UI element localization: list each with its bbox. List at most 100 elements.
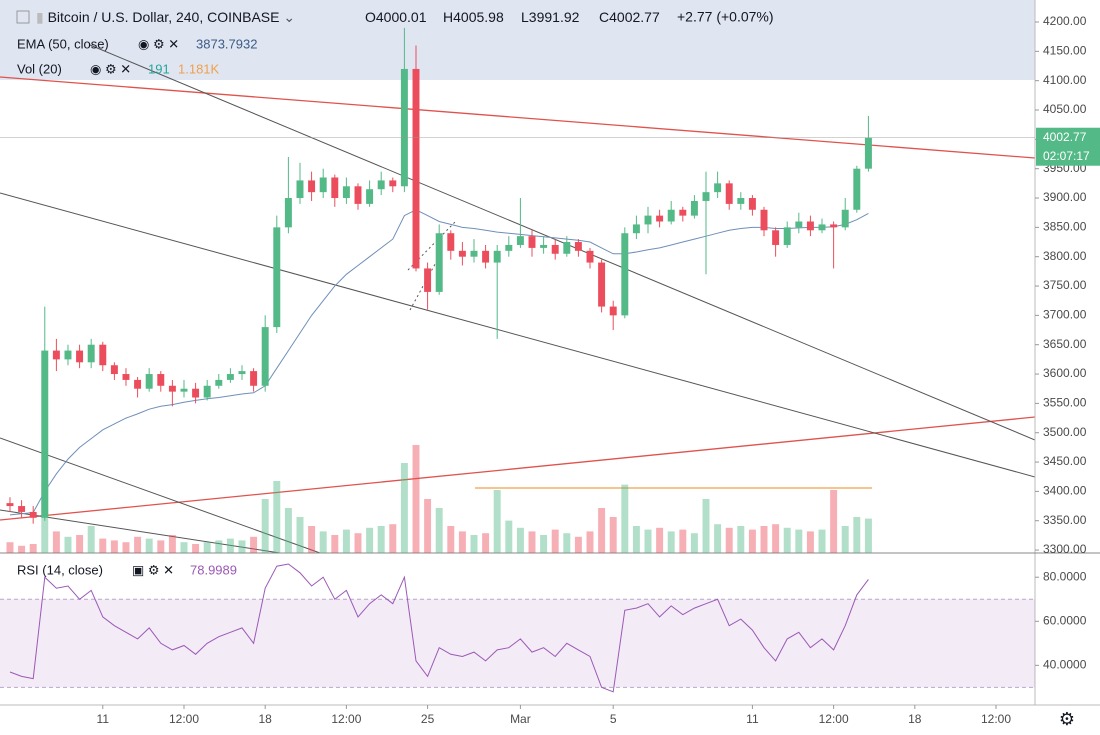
y-tick-label: 3650.00	[1043, 337, 1087, 351]
candle-body	[482, 250, 490, 263]
volume-bar	[261, 499, 269, 553]
x-tick-label: 12:00	[169, 712, 199, 726]
volume-bar	[505, 520, 513, 553]
countdown-label: 02:07:17	[1043, 149, 1090, 163]
candle-body	[99, 344, 107, 366]
volume-bar	[598, 508, 606, 553]
ohlc-value: 4000.01	[376, 9, 427, 25]
candle-body	[134, 379, 142, 389]
ohlc-value: 4005.98	[453, 9, 504, 25]
volume-bar	[621, 484, 629, 553]
volume-bar	[818, 529, 826, 553]
volume-bar	[366, 527, 374, 553]
volume-bar	[714, 524, 722, 553]
trend-line	[0, 416, 1035, 521]
candle-body	[656, 215, 664, 222]
settings-button[interactable]: ⚙	[1059, 709, 1075, 729]
volume-bar	[192, 544, 200, 553]
ema-legend-name[interactable]: EMA (50, close)	[17, 36, 109, 51]
candle-body	[632, 224, 640, 234]
volume-bar	[656, 527, 664, 553]
volume-bar	[400, 463, 408, 553]
volume-bar	[250, 536, 258, 553]
volume-bar	[540, 535, 548, 553]
volume-bar	[424, 499, 432, 553]
volume-bar	[296, 517, 304, 553]
y-tick-label: 3750.00	[1043, 278, 1087, 292]
legend-icons[interactable]: ◉ ⚙ ✕	[138, 36, 179, 51]
y-tick-label: 3900.00	[1043, 190, 1087, 204]
candle-body	[424, 268, 432, 292]
volume-bar	[679, 529, 687, 553]
trend-line	[0, 192, 1035, 478]
y-tick-label: 3400.00	[1043, 484, 1087, 498]
volume-bar	[772, 524, 780, 553]
y-tick-label: 3350.00	[1043, 513, 1087, 527]
candle-body	[308, 180, 316, 193]
candle-body	[203, 385, 211, 398]
candle-body	[226, 374, 234, 380]
candle-body	[250, 371, 258, 386]
candle-body	[516, 236, 524, 245]
candle-body	[586, 250, 594, 263]
x-tick-label: 18	[908, 712, 922, 726]
collapse-icon[interactable]	[16, 10, 30, 24]
volume-bar	[690, 533, 698, 553]
x-tick-label: 12:00	[331, 712, 361, 726]
candle-body	[192, 388, 200, 398]
volume-bar	[354, 533, 362, 553]
y-tick-label: 3500.00	[1043, 425, 1087, 439]
vol-legend-name[interactable]: Vol (20)	[17, 61, 62, 76]
candle-body	[87, 344, 95, 363]
candle-body	[702, 192, 710, 201]
candle-body	[737, 198, 745, 204]
volume-bar	[134, 536, 142, 553]
candle-body	[168, 385, 176, 392]
change: +2.77 (+0.07%)	[677, 9, 774, 25]
ohlc-legend: O4000.01 H4005.98 L3991.92 C4002.77	[365, 9, 660, 25]
price-zone	[0, 0, 1035, 80]
volume-bar	[238, 540, 246, 553]
ohlc-item: L3991.92	[521, 9, 580, 25]
y-tick-label: 3600.00	[1043, 366, 1087, 380]
candle-body	[540, 244, 548, 248]
x-tick-label: 18	[259, 712, 273, 726]
ema-legend-value: 3873.7932	[196, 36, 257, 51]
candle-body	[157, 374, 165, 386]
rsi-tick-label: 60.0000	[1043, 613, 1087, 627]
candle-body	[679, 209, 687, 216]
candle-body	[714, 183, 722, 193]
candle-body	[830, 224, 838, 228]
candle-body	[795, 221, 803, 228]
candle-body	[319, 177, 327, 193]
candle-body	[864, 137, 872, 169]
volume-bar	[725, 527, 733, 553]
volume-bar	[864, 518, 872, 553]
volume-bar	[574, 536, 582, 553]
volume-bar	[737, 526, 745, 553]
ohlc-item: H4005.98	[443, 9, 504, 25]
legend-icons[interactable]: ◉ ⚙ ✕	[90, 61, 131, 76]
candle-body	[52, 350, 60, 360]
y-tick-label: 3300.00	[1043, 542, 1087, 556]
candle-body	[783, 227, 791, 245]
candle-body	[598, 262, 606, 307]
last-price-label: 4002.77	[1043, 130, 1087, 144]
volume-bar	[273, 481, 281, 553]
volume-bar	[806, 531, 814, 553]
candle-body	[18, 506, 26, 512]
y-tick-label: 4150.00	[1043, 44, 1087, 58]
ohlc-value: 3991.92	[529, 9, 580, 25]
symbol-title[interactable]: ▮ Bitcoin / U.S. Dollar, 240, COINBASE ⌄	[36, 9, 295, 25]
rsi-legend-value: 78.9989	[190, 562, 237, 577]
volume-bar	[157, 540, 165, 553]
rsi-legend-name[interactable]: RSI (14, close)	[17, 562, 103, 577]
candle-body	[145, 374, 153, 389]
volume-bar	[29, 544, 37, 553]
volume-bar	[52, 531, 60, 553]
candle-body	[435, 233, 443, 292]
candle-body	[725, 183, 733, 204]
legend-icons[interactable]: ▣ ⚙ ✕	[132, 562, 174, 577]
